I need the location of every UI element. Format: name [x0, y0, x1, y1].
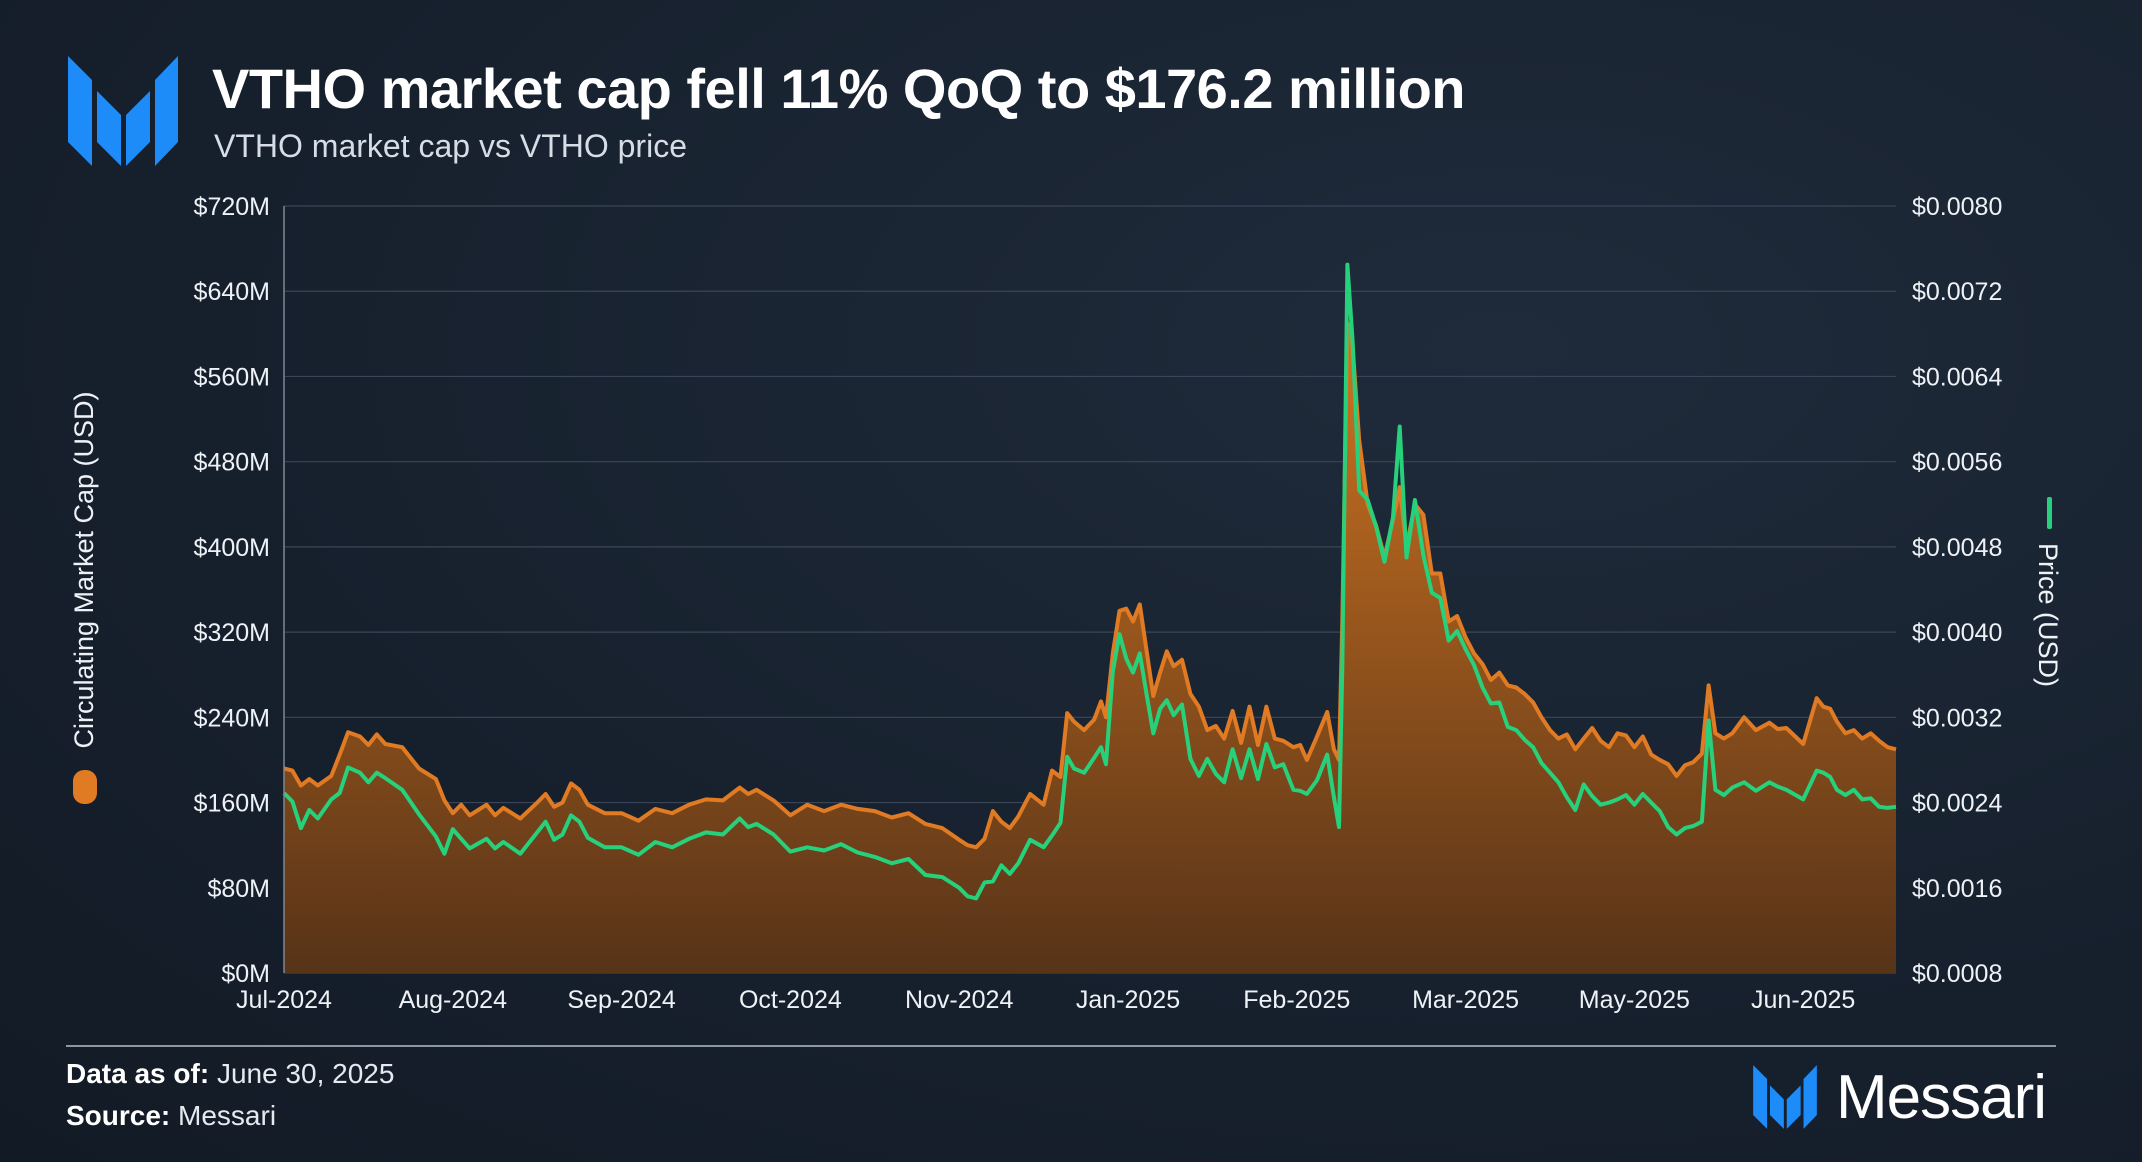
y-left-tick-label: $160M: [194, 790, 270, 818]
y-left-tick-label: $560M: [194, 363, 270, 391]
y-left-tick-label: $480M: [194, 449, 270, 477]
x-tick-label: Oct-2024: [739, 986, 842, 1014]
data-as-of: Data as of: June 30, 2025: [66, 1058, 394, 1090]
price-line: [282, 262, 1897, 901]
data-as-of-value: June 30, 2025: [216, 1058, 395, 1089]
x-tick-label: Aug-2024: [399, 986, 508, 1014]
data-as-of-label: Data as of:: [66, 1058, 210, 1089]
y-left-tick-label: $400M: [194, 534, 270, 562]
market-cap-line: [283, 321, 1897, 850]
axes: $0M $80M $160M $240M $320M $400M $480M $560M $64…: [69, 193, 2063, 1014]
y-right-tick-label: $0.0024: [1912, 790, 2002, 818]
y-right-tick-label: $0.0080: [1912, 193, 2002, 221]
y-right-tick-label: $0.0072: [1912, 278, 2002, 306]
y-right-axis-title: Price (USD): [2033, 543, 2063, 687]
source-label: Source:: [66, 1100, 171, 1131]
y-right-tick-label: $0.0040: [1912, 619, 2002, 647]
brand-name: Messari: [1836, 1063, 2047, 1132]
market-cap-area: [284, 323, 1896, 973]
source: Source: Messari: [66, 1100, 276, 1132]
market-cap-legend-swatch: [73, 770, 97, 804]
source-value: Messari: [178, 1100, 277, 1131]
y-right-tick-label: $0.0048: [1912, 534, 2002, 562]
x-tick-label: Mar-2025: [1412, 986, 1519, 1014]
footer-divider: [66, 1045, 2056, 1047]
x-tick-label: Jul-2024: [236, 986, 332, 1014]
y-right-tick-label: $0.0016: [1912, 875, 2002, 903]
y-left-tick-label: $0M: [221, 960, 270, 988]
chart-title: VTHO market cap fell 11% QoQ to $176.2 m…: [212, 57, 1466, 120]
y-right-tick-label: $0.0064: [1912, 363, 2002, 391]
x-tick-label: Jan-2025: [1076, 986, 1180, 1014]
x-tick-label: Jun-2025: [1751, 986, 1855, 1014]
y-left-tick-label: $320M: [194, 619, 270, 647]
messari-brand-icon: [1753, 1065, 1817, 1129]
price-legend-swatch: [2047, 497, 2052, 529]
y-right-tick-label: $0.0008: [1912, 960, 2002, 988]
y-left-axis-title: Circulating Market Cap (USD): [69, 391, 99, 748]
y-left-tick-label: $80M: [207, 875, 270, 903]
market-cap-series: [283, 321, 1897, 973]
messari-logo-icon: [68, 56, 178, 166]
y-right-tick-label: $0.0056: [1912, 449, 2002, 477]
price-series: [282, 262, 1897, 901]
x-tick-label: Sep-2024: [567, 986, 676, 1014]
x-tick-label: Nov-2024: [905, 986, 1013, 1014]
chart-subtitle: VTHO market cap vs VTHO price: [214, 128, 687, 164]
x-tick-label: May-2025: [1579, 986, 1690, 1014]
y-left-tick-label: $640M: [194, 278, 270, 306]
x-tick-label: Feb-2025: [1243, 986, 1350, 1014]
messari-brand: Messari: [1752, 1063, 2072, 1134]
y-left-tick-label: $720M: [194, 193, 270, 221]
y-right-tick-label: $0.0032: [1912, 704, 2002, 732]
y-left-tick-label: $240M: [194, 704, 270, 732]
